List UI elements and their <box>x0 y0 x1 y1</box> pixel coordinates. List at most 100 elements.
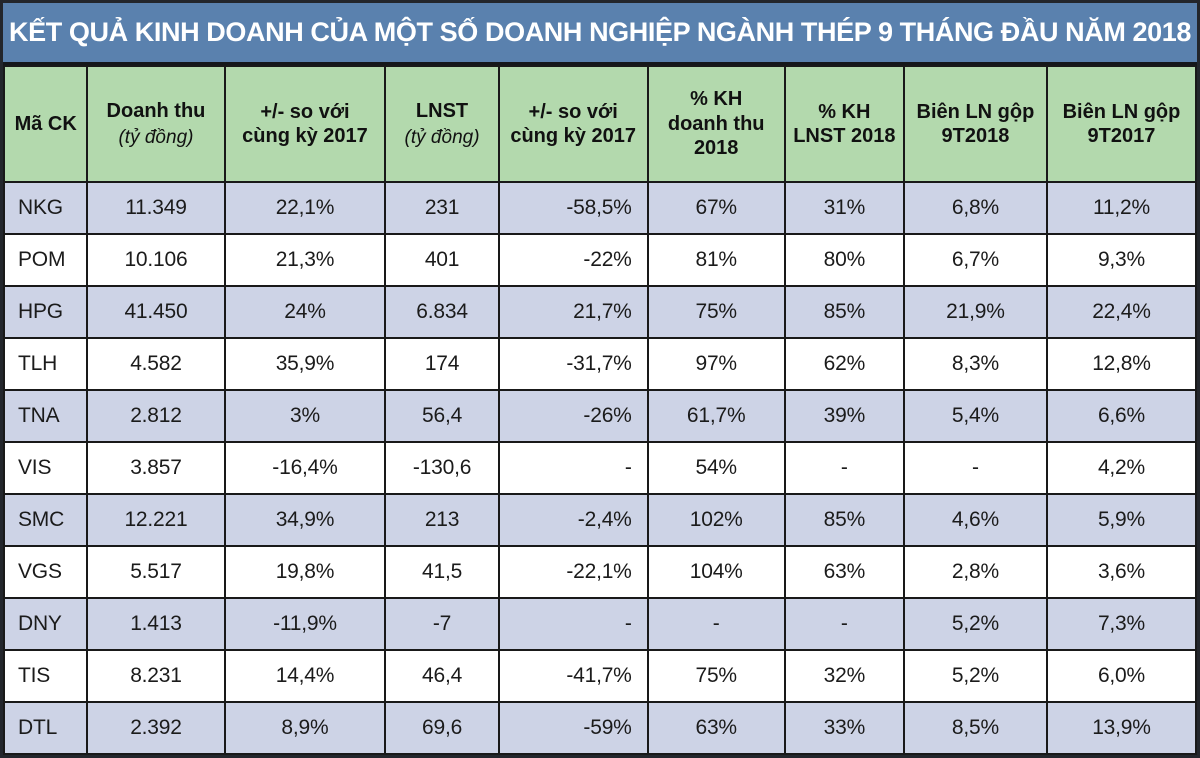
column-header-label: % KH <box>818 100 871 123</box>
ticker-cell: VIS <box>3 441 89 495</box>
value-cell: 5,4% <box>902 389 1048 443</box>
value-cell: - <box>902 441 1048 495</box>
ticker-cell: POM <box>3 233 89 287</box>
value-cell: 3,6% <box>1045 545 1197 599</box>
value-cell: -41,7% <box>497 649 649 703</box>
value-cell: 61,7% <box>646 389 786 443</box>
value-cell: 231 <box>384 181 500 235</box>
value-cell: -2,4% <box>497 493 649 547</box>
value-cell: 75% <box>646 649 786 703</box>
column-header: +/- so với cùng kỳ 2017 <box>497 65 649 183</box>
column-header-label: +/- so với <box>260 100 350 123</box>
value-cell: 11.349 <box>86 181 226 235</box>
value-cell: 3% <box>223 389 387 443</box>
title-bar: KẾT QUẢ KINH DOANH CỦA MỘT SỐ DOANH NGHI… <box>3 3 1197 65</box>
value-cell: - <box>783 597 905 651</box>
column-header-label: doanh thu <box>667 112 765 135</box>
value-cell: 22,4% <box>1045 285 1197 339</box>
ticker-cell: SMC <box>3 493 89 547</box>
value-cell: 4.582 <box>86 337 226 391</box>
column-header: Biên LN gộp 9T2018 <box>902 65 1048 183</box>
ticker-cell: VGS <box>3 545 89 599</box>
value-cell: 11,2% <box>1045 181 1197 235</box>
column-header: % KH doanh thu 2018 <box>646 65 786 183</box>
value-cell: 104% <box>646 545 786 599</box>
table-row: VIS 3.857 -16,4% -130,6-54% - -4,2% <box>3 441 1197 495</box>
column-header-label: Biên LN gộp <box>1062 100 1181 123</box>
column-header: Doanh thu (tỷ đồng) <box>86 65 226 183</box>
column-header-unit: (tỷ đồng) <box>404 126 480 148</box>
value-cell: -31,7% <box>497 337 649 391</box>
ticker-cell: HPG <box>3 285 89 339</box>
value-cell: 6,6% <box>1045 389 1197 443</box>
value-cell: -16,4% <box>223 441 387 495</box>
value-cell: -11,9% <box>223 597 387 651</box>
value-cell: 69,6 <box>384 701 500 755</box>
value-cell: 6.834 <box>384 285 500 339</box>
value-cell: - <box>783 441 905 495</box>
value-cell: 75% <box>646 285 786 339</box>
value-cell: - <box>497 597 649 651</box>
value-cell: 34,9% <box>223 493 387 547</box>
value-cell: 80% <box>783 233 905 287</box>
value-cell: 6,8% <box>902 181 1048 235</box>
value-cell: 8,5% <box>902 701 1048 755</box>
ticker-cell: NKG <box>3 181 89 235</box>
value-cell: 2.392 <box>86 701 226 755</box>
column-header-label: % KH <box>690 88 743 111</box>
value-cell: -26% <box>497 389 649 443</box>
value-cell: 85% <box>783 285 905 339</box>
column-header-label: Biên LN gộp <box>916 100 1035 123</box>
value-cell: 12,8% <box>1045 337 1197 391</box>
column-header: Mã CK <box>3 65 89 183</box>
value-cell: 5,2% <box>902 597 1048 651</box>
value-cell: 21,9% <box>902 285 1048 339</box>
value-cell: 41.450 <box>86 285 226 339</box>
value-cell: 22,1% <box>223 181 387 235</box>
value-cell: 33% <box>783 701 905 755</box>
table-row: TIS 8.231 14,4% 46,4 -41,7% 75% 32% 5,2% 6,0% <box>3 649 1197 703</box>
value-cell: 5,9% <box>1045 493 1197 547</box>
table-row: TNA 2.812 3% 56,4 -26% 61,7% 39% 5,4% 6,6% <box>3 389 1197 443</box>
results-table-container: Mã CK Doanh thu (tỷ đồng) +/- so với cùng kỳ… <box>3 65 1197 755</box>
table-row: TLH 4.582 35,9% 174 -31,7% 97% 62% 8,3% 12,8% <box>3 337 1197 391</box>
value-cell: - <box>646 597 786 651</box>
ticker-cell: TIS <box>3 649 89 703</box>
value-cell: -59% <box>497 701 649 755</box>
value-cell: 67% <box>646 181 786 235</box>
value-cell: 21,7% <box>497 285 649 339</box>
column-header-label: Mã CK <box>14 112 77 135</box>
value-cell: 2.812 <box>86 389 226 443</box>
table-row: DNY 1.413 -11,9% -7- - -5,2% 7,3% <box>3 597 1197 651</box>
value-cell: - <box>497 441 649 495</box>
column-header-unit: (tỷ đồng) <box>118 126 194 148</box>
value-cell: 54% <box>646 441 786 495</box>
value-cell: 174 <box>384 337 500 391</box>
value-cell: 32% <box>783 649 905 703</box>
column-header-label: LNST 2018 <box>793 125 896 147</box>
value-cell: 19,8% <box>223 545 387 599</box>
value-cell: 35,9% <box>223 337 387 391</box>
value-cell: 7,3% <box>1045 597 1197 651</box>
value-cell: 1.413 <box>86 597 226 651</box>
value-cell: -58,5% <box>497 181 649 235</box>
value-cell: -7 <box>384 597 500 651</box>
ticker-cell: TLH <box>3 337 89 391</box>
value-cell: 41,5 <box>384 545 500 599</box>
value-cell: 8.231 <box>86 649 226 703</box>
value-cell: 63% <box>783 545 905 599</box>
results-table: Mã CK Doanh thu (tỷ đồng) +/- so với cùng kỳ… <box>3 65 1197 755</box>
value-cell: 14,4% <box>223 649 387 703</box>
value-cell: 102% <box>646 493 786 547</box>
value-cell: 213 <box>384 493 500 547</box>
value-cell: 24% <box>223 285 387 339</box>
value-cell: 6,0% <box>1045 649 1197 703</box>
table-row: DTL 2.392 8,9% 69,6 -59% 63% 33% 8,5% 13,9% <box>3 701 1197 755</box>
value-cell: 62% <box>783 337 905 391</box>
column-header: % KH LNST 2018 <box>783 65 905 183</box>
ticker-cell: TNA <box>3 389 89 443</box>
value-cell: 4,2% <box>1045 441 1197 495</box>
table-row: VGS 5.517 19,8% 41,5 -22,1% 104% 63% 2,8% 3,6% <box>3 545 1197 599</box>
value-cell: 81% <box>646 233 786 287</box>
value-cell: 4,6% <box>902 493 1048 547</box>
